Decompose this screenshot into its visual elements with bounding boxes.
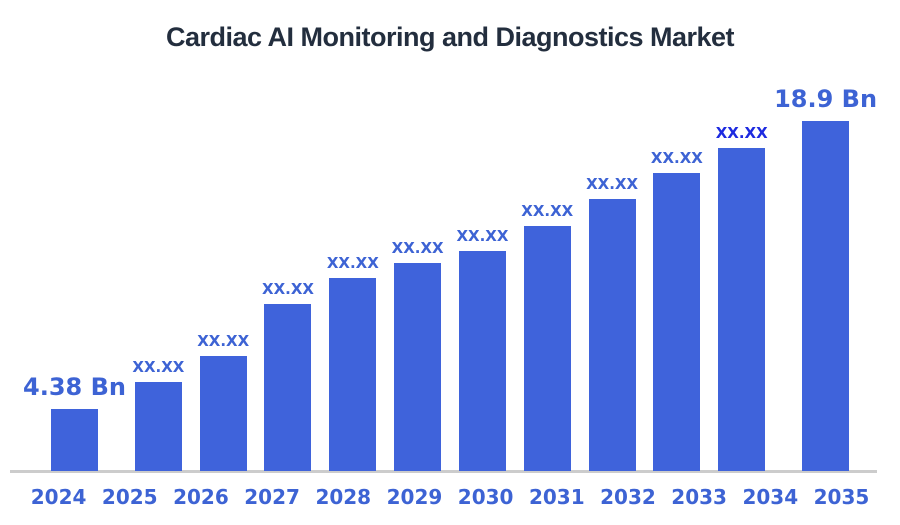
bar-2031 xyxy=(523,226,571,471)
bar-value-label-2027: XX.XX xyxy=(262,280,314,298)
x-tick-2025: 2025 xyxy=(101,485,158,509)
x-tick-2029: 2029 xyxy=(386,485,443,509)
bar-2025 xyxy=(134,382,182,471)
bar-2028 xyxy=(329,278,377,471)
bar-2029 xyxy=(394,263,442,471)
bar-column-2034: XX.XX xyxy=(709,126,774,471)
x-axis-line xyxy=(10,470,877,473)
bar-2026 xyxy=(199,356,247,471)
bar-column-2027: XX.XX xyxy=(256,282,321,471)
bar-column-2032: XX.XX xyxy=(580,177,645,471)
bar-value-label-2031: XX.XX xyxy=(521,202,574,220)
chart-title: Cardiac AI Monitoring and Diagnostics Ma… xyxy=(165,22,735,52)
bar-value-label-2029: XX.XX xyxy=(391,239,444,257)
bar-2035 xyxy=(802,121,850,471)
bar-value-label-2030: XX.XX xyxy=(456,227,509,245)
bar-value-label-2028: XX.XX xyxy=(326,254,379,272)
bar-column-2035: 18.9 Bn xyxy=(774,87,877,471)
bar-column-2026: XX.XX xyxy=(191,334,256,471)
bar-column-2031: XX.XX xyxy=(515,204,580,471)
bar-value-label-2025: XX.XX xyxy=(132,358,185,376)
x-tick-2026: 2026 xyxy=(173,485,229,509)
x-tick-2032: 2032 xyxy=(600,485,656,509)
bar-column-2025: XX.XX xyxy=(126,360,191,471)
bar-2034 xyxy=(718,148,766,471)
bar-column-2033: XX.XX xyxy=(644,151,709,471)
x-tick-2027: 2027 xyxy=(244,485,300,509)
bars-row: 4.38 Bn XX.XX XX.XX XX.XX XX.XX XX.XX XX.XX XX.… xyxy=(23,0,877,471)
bar-value-label-2024: 4.38 Bn xyxy=(23,373,126,401)
bar-2030 xyxy=(458,251,506,471)
bar-2033 xyxy=(653,173,701,471)
bar-2024 xyxy=(50,409,98,471)
bar-value-label-2035: 18.9 Bn xyxy=(774,85,878,113)
x-tick-2034: 2034 xyxy=(742,485,799,509)
x-tick-2030: 2030 xyxy=(457,485,514,509)
bar-column-2030: XX.XX xyxy=(450,229,515,471)
x-axis-tick-row: 2024 2025 2026 2027 2028 2029 2030 2031 2032 2033… xyxy=(23,486,877,508)
bar-column-2024: 4.38 Bn xyxy=(23,375,126,471)
bar-column-2028: XX.XX xyxy=(320,256,385,471)
x-tick-2035: 2035 xyxy=(813,485,870,509)
bar-value-label-2032: XX.XX xyxy=(586,175,639,193)
bar-value-label-2033: XX.XX xyxy=(650,149,703,167)
bar-value-label-2026: XX.XX xyxy=(197,332,250,350)
x-tick-2024: 2024 xyxy=(30,485,87,509)
bar-value-label-2034: XX.XX xyxy=(715,124,768,142)
bar-2027 xyxy=(264,304,312,471)
x-tick-2031: 2031 xyxy=(528,485,585,509)
bar-column-2029: XX.XX xyxy=(385,241,450,471)
x-tick-2028: 2028 xyxy=(315,485,372,509)
bar-2032 xyxy=(588,199,636,471)
x-tick-2033: 2033 xyxy=(671,485,727,509)
